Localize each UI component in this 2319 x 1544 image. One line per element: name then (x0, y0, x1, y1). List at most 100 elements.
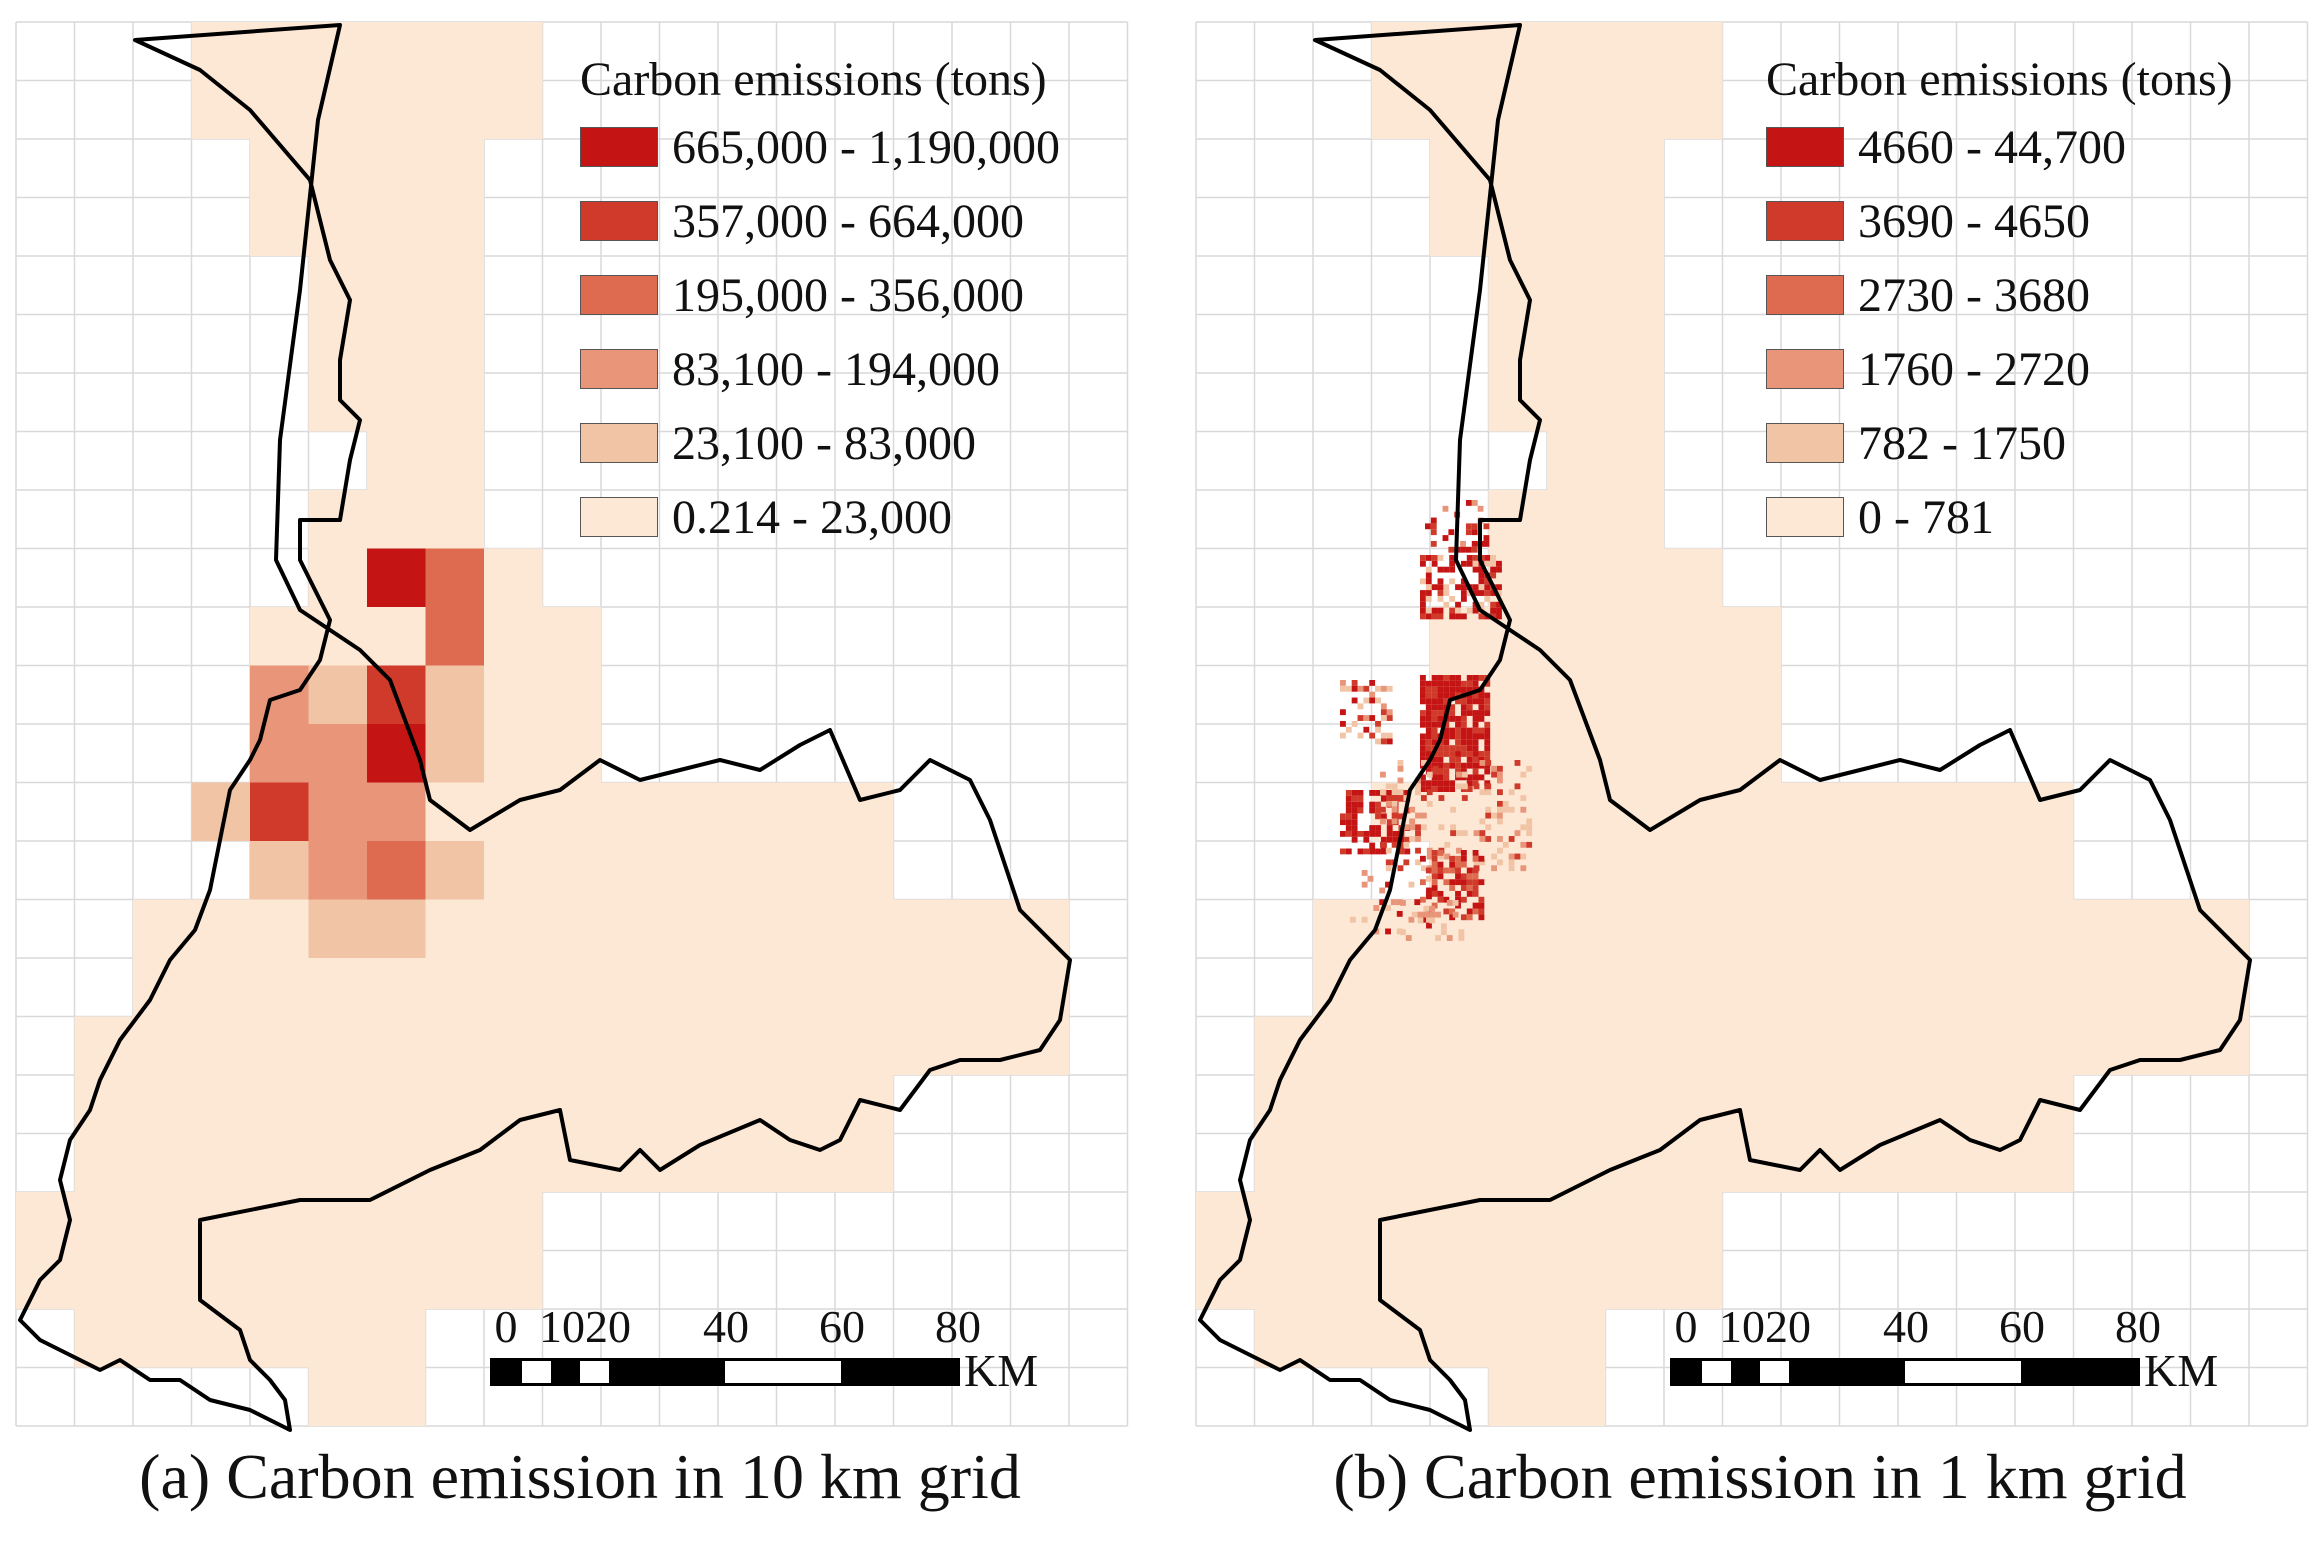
grid-cell (308, 1016, 367, 1075)
emission-cell (1449, 710, 1456, 716)
emission-cell (1420, 879, 1426, 886)
emission-cell (1484, 595, 1491, 602)
grid-cell (1605, 1133, 1664, 1192)
emission-cell (1449, 555, 1456, 561)
grid-cell (659, 782, 718, 841)
emission-cell (1426, 800, 1433, 807)
grid-cell (1605, 548, 1664, 607)
grid-cell (1430, 80, 1489, 139)
emission-cell (1431, 613, 1438, 620)
grid-cell (425, 899, 484, 958)
grid-cell (484, 841, 543, 900)
emission-cell (1437, 721, 1444, 728)
emission-cell (1460, 739, 1467, 746)
emission-cell (1466, 867, 1473, 874)
grid-cell (367, 314, 426, 373)
grid-cell (425, 139, 484, 198)
emission-cell (1478, 704, 1485, 711)
emission-cell (1431, 902, 1438, 909)
emission-cell (1449, 861, 1456, 868)
emission-cell (1386, 795, 1393, 802)
emission-cell (1479, 818, 1486, 825)
emission-cell (1425, 692, 1432, 699)
grid-cell (1313, 1309, 1372, 1368)
emission-cell (1417, 917, 1424, 924)
emission-cell (1485, 806, 1492, 813)
grid-cell (542, 841, 601, 900)
emission-cell (1429, 911, 1436, 918)
emission-cell (1420, 812, 1427, 819)
emission-cell (1449, 566, 1456, 573)
emission-cell (1357, 732, 1364, 739)
grid-cell (1430, 1016, 1489, 1075)
grid-cell (1547, 782, 1606, 841)
grid-cell (952, 958, 1011, 1017)
grid-cell (542, 607, 601, 666)
grid-cell (1898, 958, 1957, 1017)
emission-cell (1491, 812, 1497, 819)
grid-cell (74, 1075, 133, 1134)
emission-cell (1460, 560, 1467, 567)
grid-cell (1664, 724, 1723, 783)
emission-cell (1478, 902, 1485, 909)
emission-cell (1340, 720, 1346, 727)
emission-cell (1420, 780, 1426, 787)
emission-cell (1485, 783, 1492, 790)
grid-cell (1430, 1309, 1489, 1368)
emission-cell (1431, 873, 1438, 880)
grid-cell (74, 1250, 133, 1309)
emission-cell (1425, 584, 1432, 591)
grid-cell (484, 724, 543, 783)
emission-cell (1443, 590, 1450, 596)
emission-cell (1478, 675, 1485, 681)
grid-cell (16, 1250, 75, 1309)
scale-unit: KM (964, 1345, 1039, 1396)
emission-cell (1443, 601, 1450, 608)
legend-b: Carbon emissions (tons) 4660 - 44,700 36… (1766, 50, 2233, 554)
emission-cell (1357, 795, 1364, 802)
grid-cell (1488, 899, 1547, 958)
legend-item: 83,100 - 194,000 (580, 332, 1060, 406)
emission-cell (1484, 590, 1491, 596)
emission-cell (1472, 590, 1479, 596)
emission-cell (1437, 762, 1444, 769)
emission-cell (1449, 560, 1456, 567)
emission-cell (1484, 739, 1491, 746)
emission-cell (1437, 850, 1444, 856)
grid-cell (1488, 256, 1547, 315)
emission-cell (1386, 738, 1393, 745)
emission-cell (1380, 715, 1387, 721)
emission-cell (1426, 887, 1432, 894)
emission-cell (1520, 824, 1527, 831)
grid-cell (601, 958, 660, 1017)
scale-tick-label: 40 (703, 1301, 749, 1352)
emission-cell (1369, 848, 1376, 855)
emission-cell (1483, 523, 1490, 530)
emission-cell (1403, 795, 1410, 801)
grid-cell (542, 1016, 601, 1075)
emission-cell (1466, 607, 1473, 614)
grid-cell (1664, 22, 1723, 81)
emission-cell (1483, 535, 1490, 541)
emission-cell (1357, 848, 1364, 855)
emission-cell (1455, 879, 1461, 886)
emission-cell (1425, 680, 1432, 687)
emission-cell (1466, 774, 1473, 781)
emission-cell (1484, 555, 1491, 561)
grid-cell (1488, 1367, 1547, 1426)
emission-cell (1443, 745, 1450, 752)
emission-cell (1375, 848, 1381, 855)
emission-cell (1420, 595, 1426, 602)
emission-cell (1443, 908, 1450, 915)
emission-cell (1449, 715, 1456, 722)
emission-cell (1357, 790, 1364, 796)
emission-cell (1369, 830, 1376, 837)
emission-cell (1431, 739, 1438, 746)
grid-cell (1488, 1016, 1547, 1075)
emission-cell (1430, 540, 1437, 547)
emission-cell (1404, 790, 1411, 796)
emission-cell (1455, 739, 1461, 746)
grid-cell (1605, 314, 1664, 373)
emission-cell (1397, 847, 1404, 854)
grid-cell (1313, 899, 1372, 958)
